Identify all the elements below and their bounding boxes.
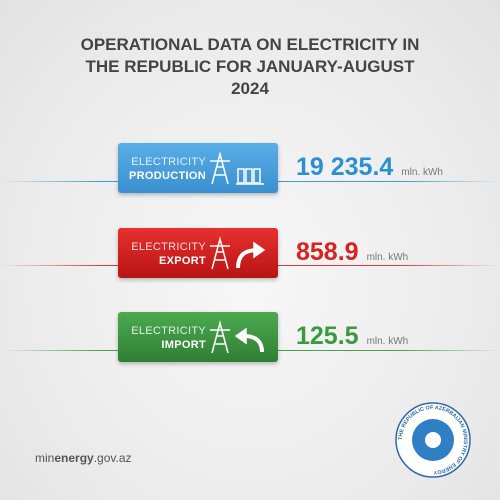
- value: 125.5: [296, 322, 359, 350]
- card-label: ELECTRICITY: [131, 325, 206, 337]
- value-row: 125.5 mln. kWh: [296, 322, 408, 351]
- card-kind: IMPORT: [161, 339, 206, 351]
- card-kind: PRODUCTION: [129, 170, 206, 182]
- value-row: 19 235.4 mln. kWh: [296, 153, 443, 182]
- site-part: energy: [54, 451, 94, 465]
- logo-center: [425, 432, 441, 448]
- title: OPERATIONAL DATA ON ELECTRICITY IN THE R…: [80, 35, 420, 98]
- icon: [210, 236, 266, 270]
- card-kind: EXPORT: [158, 255, 206, 267]
- website: minenergy.gov.az: [35, 451, 132, 465]
- unit: mln. kWh: [401, 167, 443, 178]
- value-row: 858.9 mln. kWh: [296, 238, 408, 267]
- unit: mln. kWh: [366, 252, 409, 263]
- card-label: ELECTRICITY: [131, 156, 206, 168]
- value: 19 235.4: [296, 153, 394, 181]
- icon: [210, 151, 264, 185]
- card: ELECTRICITY EXPORT: [118, 228, 278, 278]
- unit: mln. kWh: [366, 336, 409, 347]
- value: 858.9: [296, 238, 359, 266]
- card-label: ELECTRICITY: [131, 241, 206, 253]
- logo: THE REPUBLIC OF AZERBAIJAN MINISTRY OF E…: [395, 402, 471, 478]
- card: ELECTRICITY IMPORT: [118, 312, 278, 362]
- icon: [210, 320, 264, 354]
- site-part: .gov.az: [93, 451, 132, 465]
- card: ELECTRICITY PRODUCTION: [118, 143, 278, 193]
- site-part: min: [35, 451, 55, 465]
